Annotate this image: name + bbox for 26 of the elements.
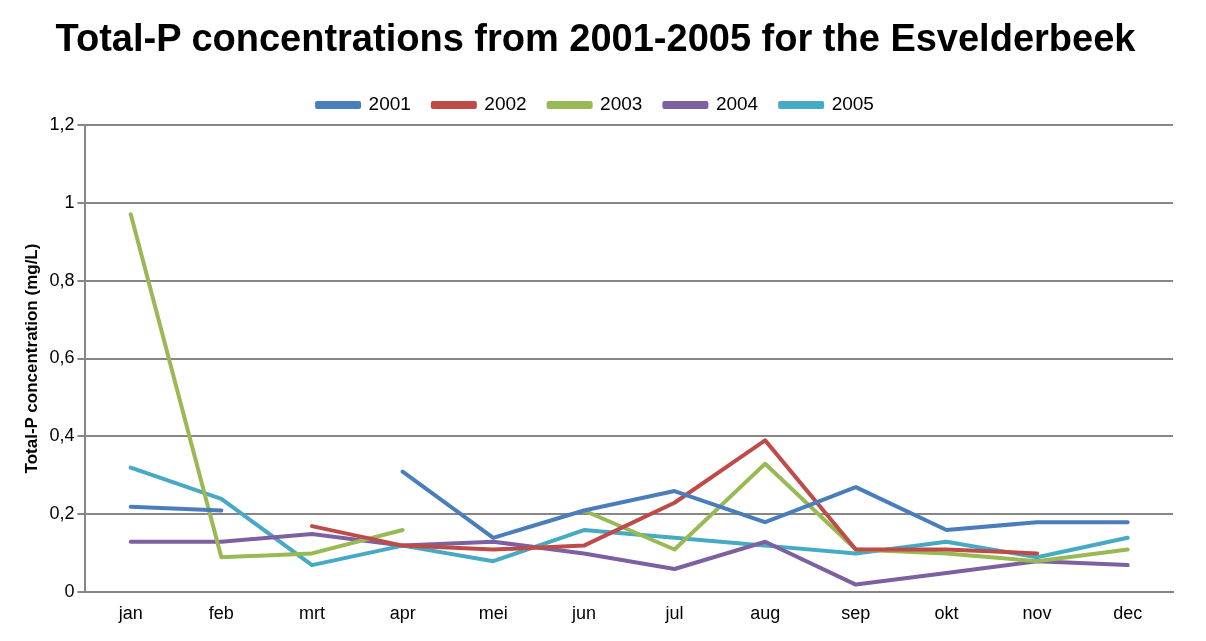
x-tick-label: mrt [299,603,325,624]
x-tick-label: dec [1113,603,1143,624]
legend-label: 2005 [831,93,874,115]
legend-label: 2001 [368,93,411,115]
y-tick-label: 1,2 [49,113,75,134]
legend-label: 2002 [484,93,527,115]
x-tick-label: okt [934,603,959,624]
x-tick-label: apr [389,603,416,624]
legend-label: 2003 [600,93,643,115]
y-tick-label: 0,8 [49,269,75,290]
x-tick-label: jan [117,603,143,624]
x-tick-label: feb [208,603,234,624]
x-tick-label: mei [478,603,508,624]
y-tick-label: 0,4 [49,425,75,446]
y-tick-label: 1 [64,191,75,212]
chart-title: Total-P concentrations from 2001-2005 for the Esvelderbeek [55,17,1137,60]
x-tick-label: jun [570,603,596,624]
y-tick-label: 0,6 [49,347,75,368]
x-tick-label: jul [664,603,684,624]
x-tick-label: sep [841,603,871,624]
x-tick-label: aug [750,603,781,624]
y-axis-title: Total-P concentration (mg/L) [21,243,41,474]
y-tick-label: 0,2 [49,503,75,524]
y-tick-label: 0 [64,581,75,602]
legend-label: 2004 [715,93,759,115]
x-tick-label: nov [1022,603,1052,624]
